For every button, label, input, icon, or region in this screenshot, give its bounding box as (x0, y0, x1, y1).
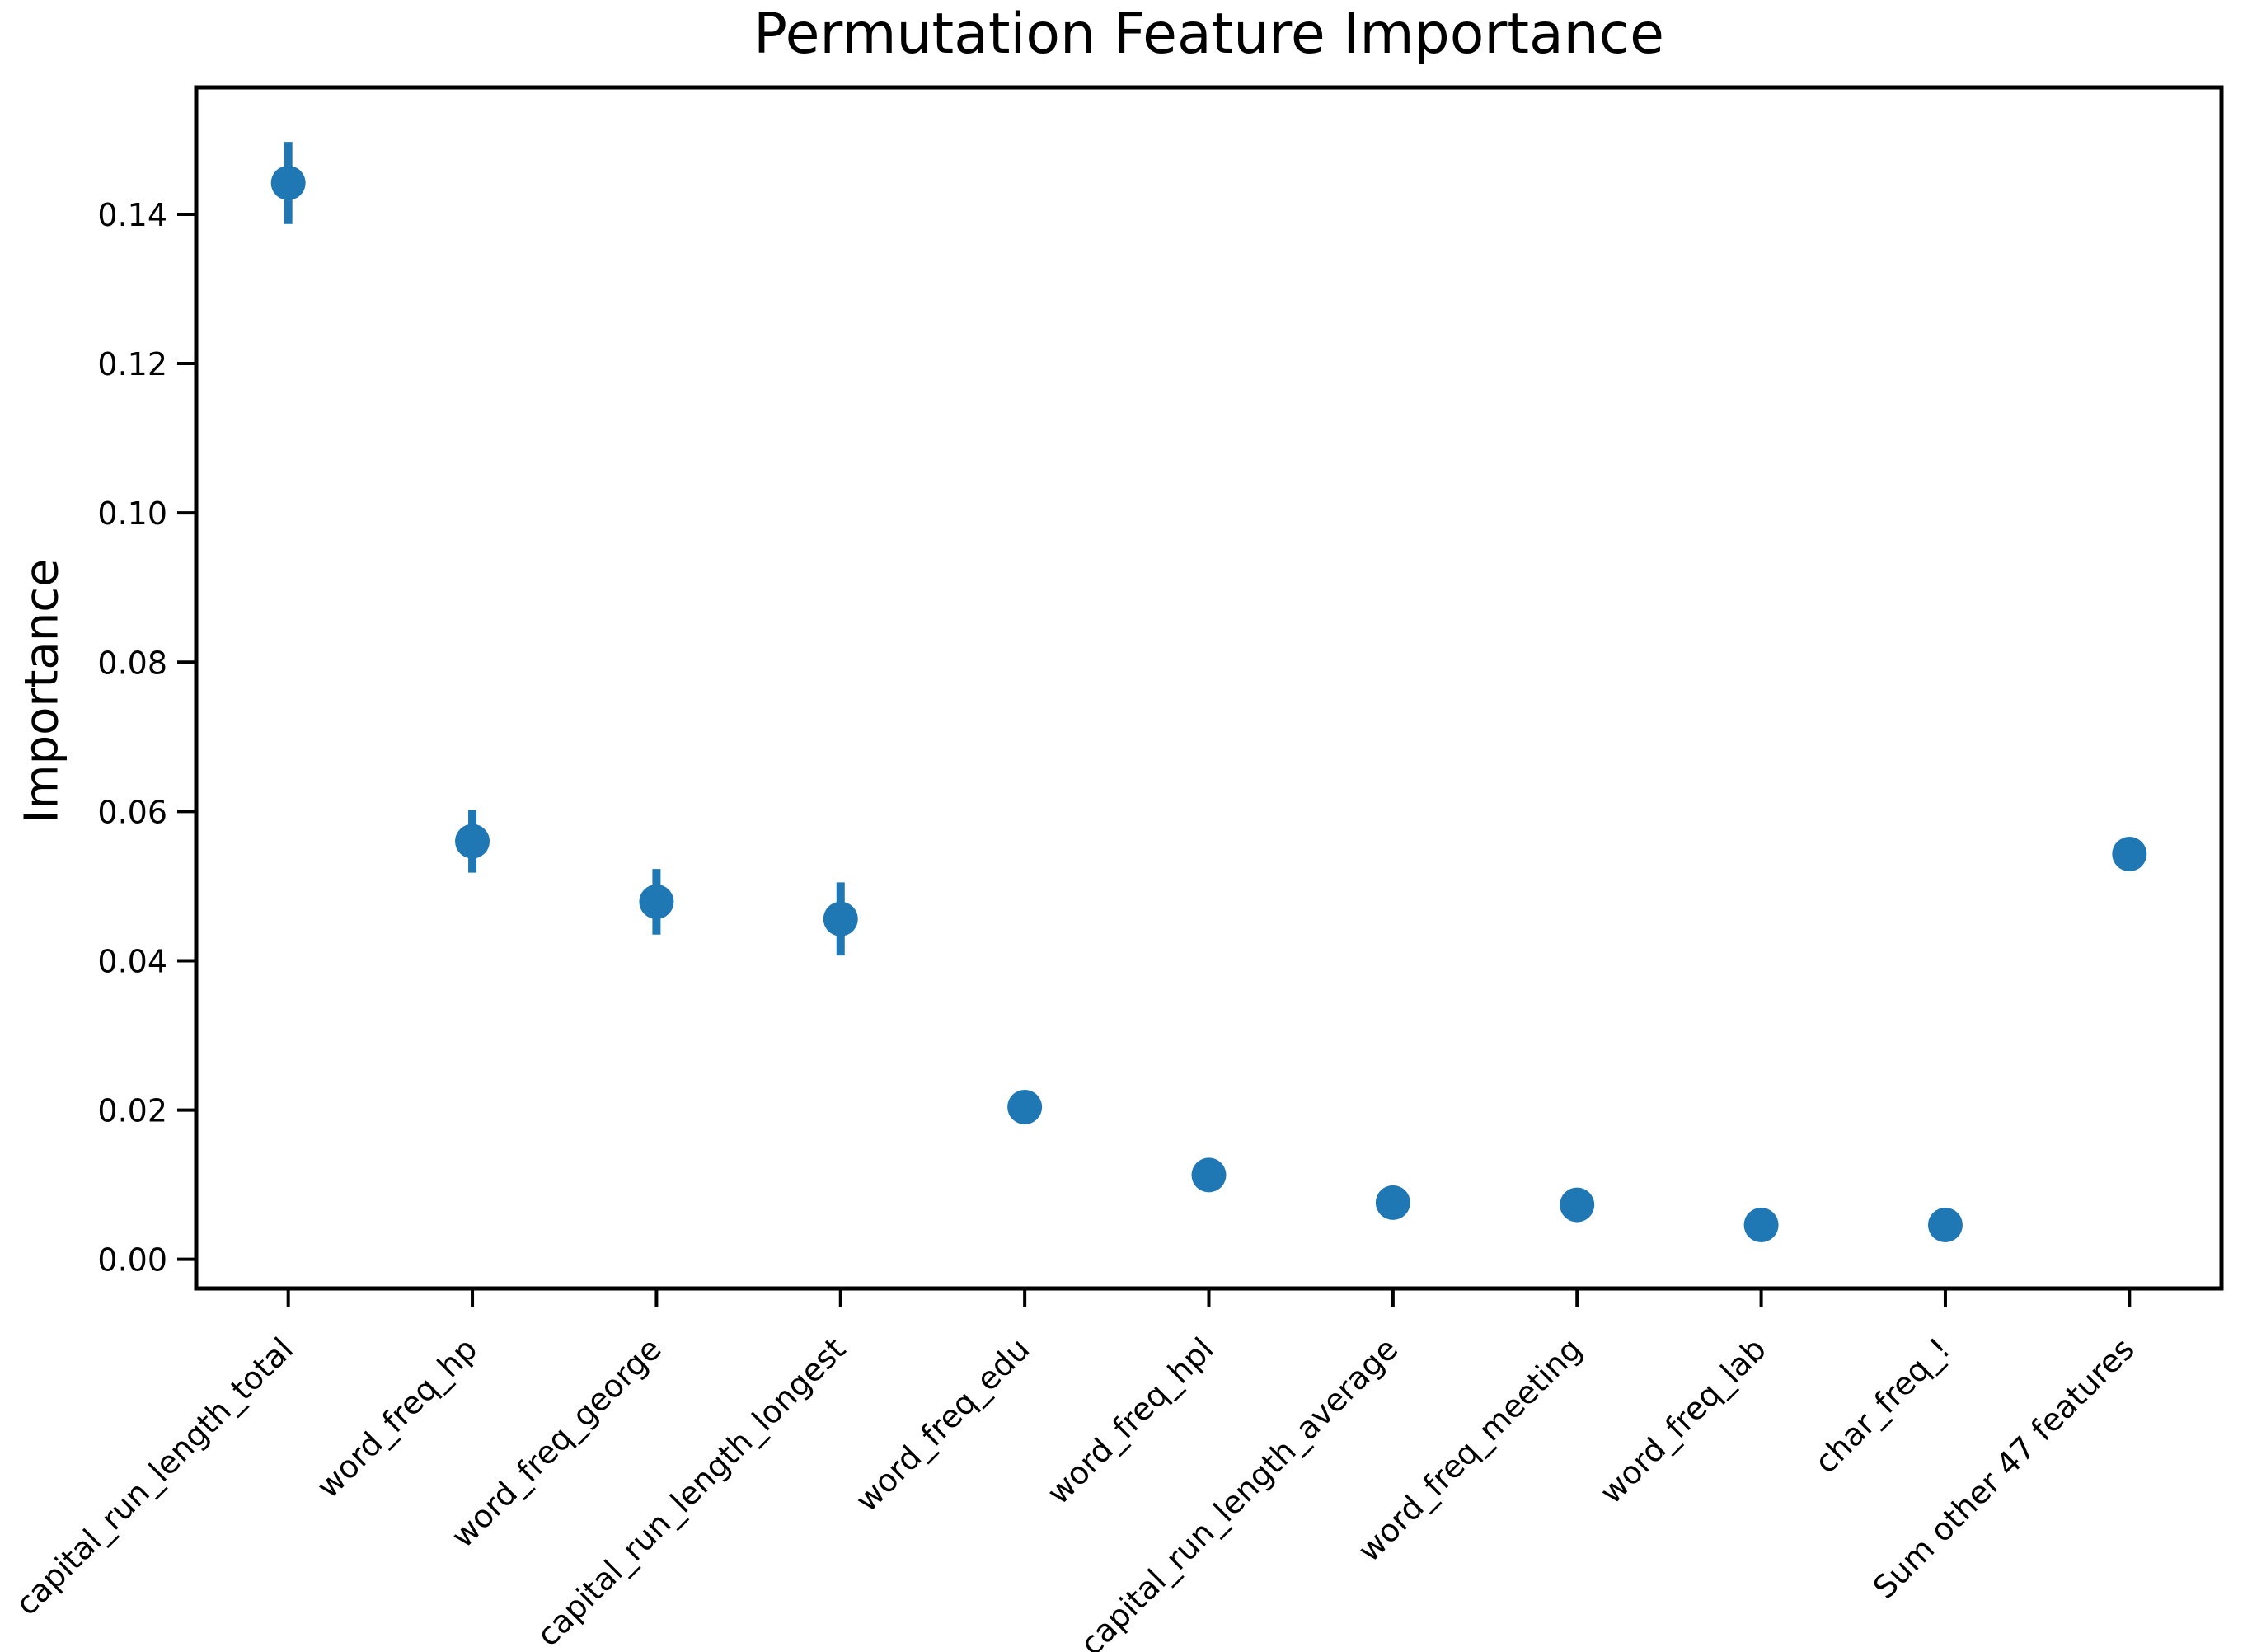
data-point-marker (1743, 1208, 1779, 1243)
data-point-marker (1375, 1185, 1410, 1220)
y-tick-label: 0.02 (97, 1093, 167, 1129)
y-tick-label: 0.00 (97, 1242, 167, 1279)
y-tick-label: 0.10 (97, 495, 167, 532)
data-point-marker (1191, 1157, 1227, 1193)
x-tick-label: capital_run_length_average (1073, 1331, 1405, 1652)
x-tick-label: capital_run_length_longest (530, 1331, 852, 1652)
data-point-marker (823, 901, 858, 936)
y-tick-label: 0.14 (97, 197, 167, 233)
y-tick-label: 0.04 (97, 943, 167, 979)
data-point-marker (1927, 1208, 1963, 1243)
chart-title: Permutation Feature Importance (753, 2, 1664, 67)
x-tick-label: word_freq_hpl (1040, 1331, 1221, 1511)
data-point-marker (1007, 1089, 1043, 1124)
plot-frame (194, 85, 2224, 1291)
y-tick-label: 0.12 (97, 346, 167, 382)
x-tick-label: word_freq_hp (310, 1331, 485, 1505)
data-point-marker (455, 824, 490, 859)
x-tick-label: word_freq_george (444, 1331, 669, 1555)
y-tick-label: 0.06 (97, 794, 167, 830)
y-tick-label: 0.08 (97, 645, 167, 681)
data-point-marker (2112, 836, 2147, 871)
data-point-marker (639, 884, 674, 919)
x-tick-label: capital_run_length_total (8, 1331, 300, 1622)
data-point-marker (270, 165, 306, 200)
x-tick-label: word_freq_edu (848, 1331, 1036, 1518)
x-tick-label: word_freq_lab (1593, 1331, 1773, 1511)
x-tick-label: char_freq_! (1808, 1331, 1958, 1481)
data-point-marker (1560, 1187, 1595, 1223)
